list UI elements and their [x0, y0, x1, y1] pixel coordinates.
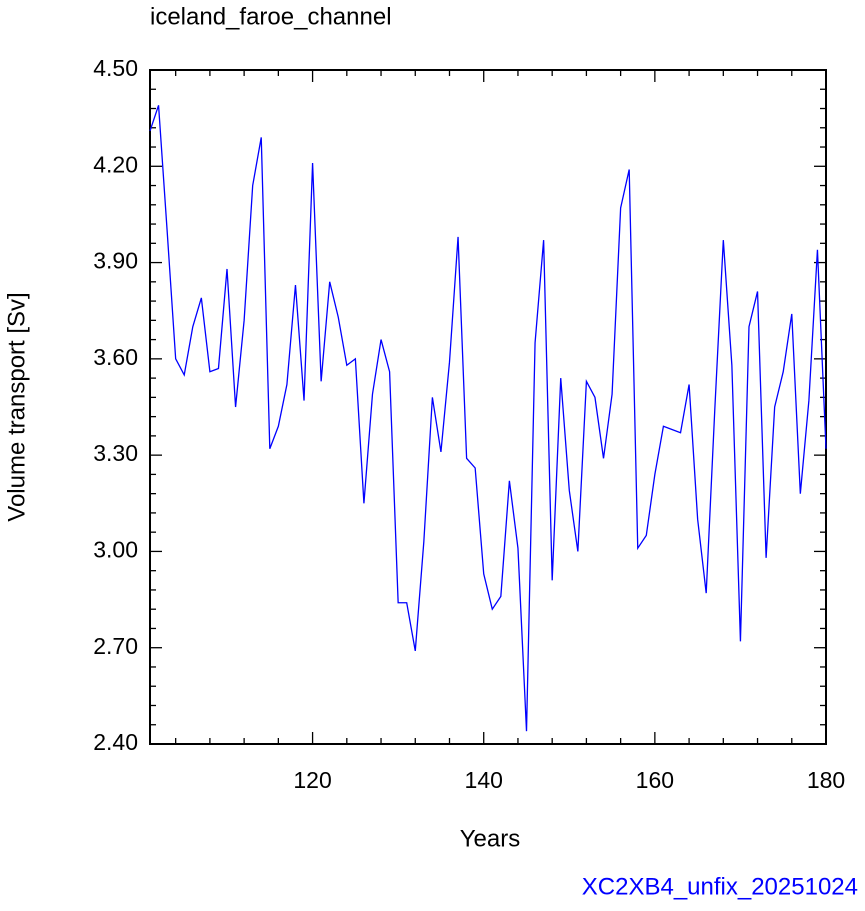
- chart-title: iceland_faroe_channel: [150, 3, 392, 30]
- data-line: [149, 105, 827, 732]
- x-tick-label: 160: [636, 767, 674, 793]
- plot-frame: [149, 69, 827, 745]
- y-axis-label: Volume transport [Sv]: [3, 292, 30, 521]
- y-tick-label: 4.50: [93, 55, 138, 81]
- y-tick-label: 3.30: [93, 440, 138, 466]
- y-tick-label: 3.60: [93, 344, 138, 370]
- y-tick-label: 2.70: [93, 633, 138, 659]
- y-tick-label: 4.20: [93, 151, 138, 177]
- x-axis-label: Years: [460, 825, 521, 852]
- y-tick-label: 2.40: [93, 729, 138, 755]
- y-tick-label: 3.00: [93, 537, 138, 563]
- x-tick-label: 180: [807, 767, 845, 793]
- y-tick-label: 3.90: [93, 248, 138, 274]
- x-tick-label: 140: [465, 767, 503, 793]
- footer-label: XC2XB4_unfix_20251024: [582, 873, 858, 900]
- x-tick-label: 120: [293, 767, 331, 793]
